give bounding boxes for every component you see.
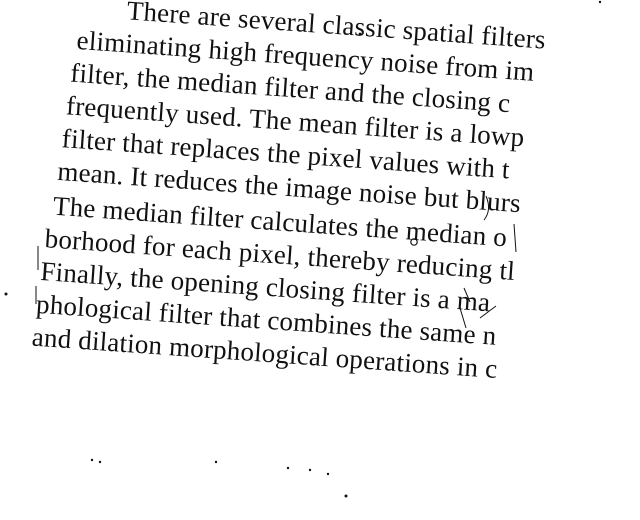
scanned-page: There are several classic spatial filter… (4, 0, 602, 498)
rotated-text-block: There are several classic spatial filter… (31, 0, 547, 384)
